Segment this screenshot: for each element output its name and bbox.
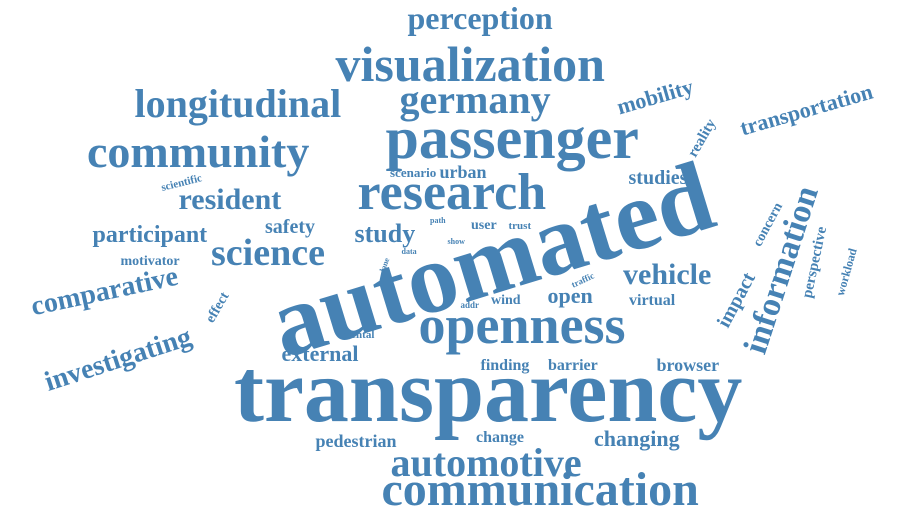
word-changing: changing xyxy=(594,426,680,451)
word-workload: workload xyxy=(832,246,860,298)
word-germany: germany xyxy=(399,77,551,122)
word-participant: participant xyxy=(92,222,208,248)
word-mental: mental xyxy=(342,328,375,341)
word-research: research xyxy=(357,164,547,221)
word-transportation: transportation xyxy=(736,78,876,141)
word-motivator: motivator xyxy=(120,254,180,269)
word-passenger: passenger xyxy=(385,105,639,171)
word-external: external xyxy=(281,341,359,366)
word-mobility: mobility xyxy=(613,73,697,120)
word-vehicle: vehicle xyxy=(623,258,712,291)
word-browser: browser xyxy=(656,355,720,375)
word-communication: communication xyxy=(381,463,699,516)
word-barrier: barrier xyxy=(548,357,598,374)
word-effect: effect xyxy=(202,289,233,326)
word-addr: addr xyxy=(460,299,480,310)
word-show: show xyxy=(447,237,465,246)
word-trust: trust xyxy=(508,219,532,232)
word-perception: perception xyxy=(407,0,553,36)
word-resident: resident xyxy=(178,183,282,216)
word-urban: urban xyxy=(439,162,487,182)
word-pedestrian: pedestrian xyxy=(315,431,397,451)
word-path: path xyxy=(430,216,446,225)
word-science: science xyxy=(211,232,325,274)
word-comparative: comparative xyxy=(27,260,181,323)
word-visualization: visualization xyxy=(335,36,605,92)
word-automotive: automotive xyxy=(390,440,582,485)
word-data: data xyxy=(401,247,417,256)
word-community: community xyxy=(87,126,310,177)
word-user: user xyxy=(471,218,497,233)
word-transparency: transparency xyxy=(234,342,743,441)
word-scenario: scenario xyxy=(390,164,437,180)
word-reality: reality xyxy=(684,115,720,160)
word-investigating: investigating xyxy=(40,321,196,398)
word-open: open xyxy=(547,283,593,308)
word-safety: safety xyxy=(265,216,315,238)
word-change: change xyxy=(476,429,524,446)
word-longitudinal: longitudinal xyxy=(134,81,342,126)
word-virtual: virtual xyxy=(629,292,676,309)
word-wind: wind xyxy=(491,293,521,308)
word-studies: studies xyxy=(628,167,688,189)
word-study: study xyxy=(354,219,416,248)
word-finding: finding xyxy=(480,357,530,374)
word-openness: openness xyxy=(418,295,626,355)
